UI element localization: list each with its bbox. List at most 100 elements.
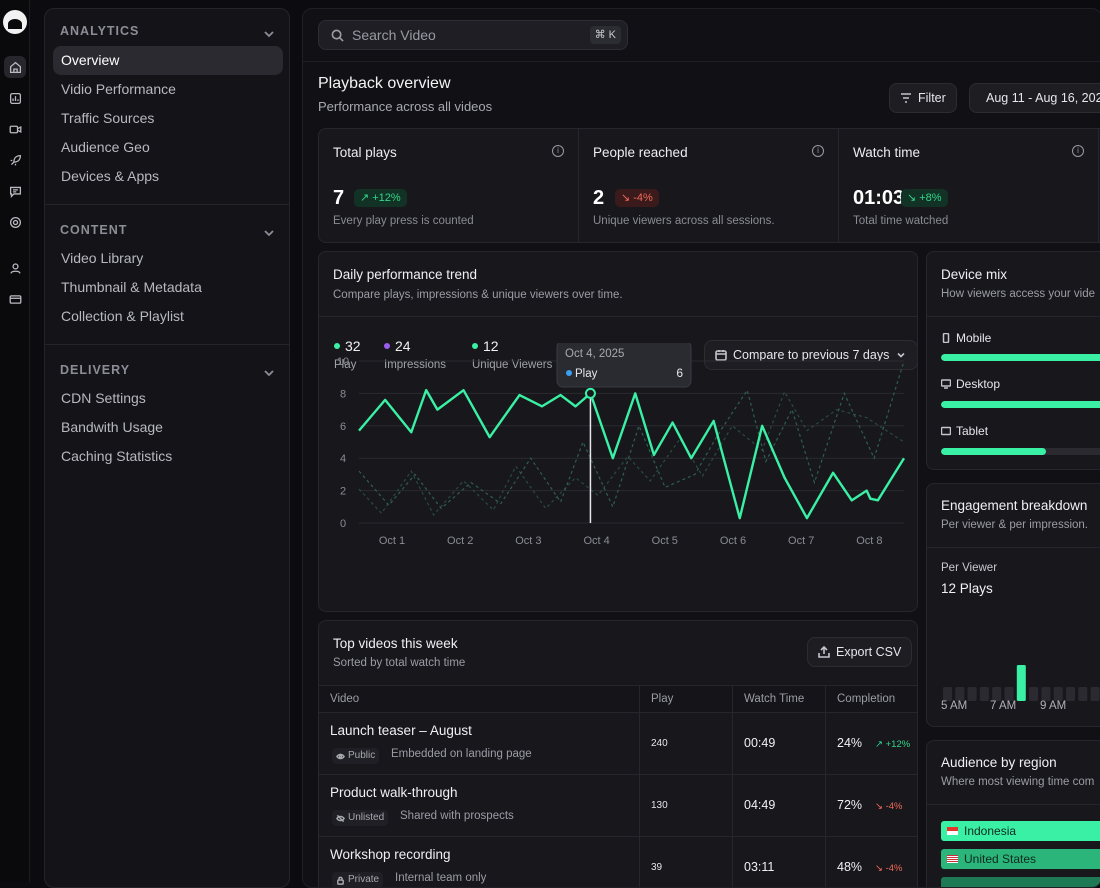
column-header-completion[interactable]: Completion xyxy=(837,693,896,705)
metric-value: 12 Plays xyxy=(941,581,993,596)
chevron-down-icon[interactable] xyxy=(264,225,274,237)
compare-dropdown[interactable]: Compare to previous 7 days xyxy=(704,340,917,370)
column-header-video[interactable]: Video xyxy=(330,693,360,705)
filter-button[interactable]: Filter xyxy=(889,83,957,113)
chevron-down-icon[interactable] xyxy=(264,26,274,38)
hover-point xyxy=(584,387,596,399)
bar-fill xyxy=(941,401,1100,408)
export-csv-button[interactable]: Export CSV xyxy=(807,637,913,667)
top-videos-card: Top videos this week Sorted by total wat… xyxy=(318,620,918,887)
engagement-bar xyxy=(943,687,952,701)
legend-play: 32 Play xyxy=(334,338,361,371)
video-title: Workshop recording xyxy=(330,847,451,862)
info-icon[interactable]: i xyxy=(552,145,564,157)
engagement-bar xyxy=(1053,687,1063,701)
divider xyxy=(45,344,289,345)
table-row[interactable]: Product walk-through Unlisted Shared wit… xyxy=(319,775,917,837)
visibility-badge: Private xyxy=(332,872,384,887)
sidebar-item-traffic-sources[interactable]: Traffic Sources xyxy=(61,110,155,126)
engagement-bar xyxy=(1041,687,1051,701)
main-panel: ⌘ K Playback overview Performance across… xyxy=(302,8,1100,888)
info-icon[interactable]: i xyxy=(1072,145,1084,157)
divider xyxy=(927,316,1100,317)
engagement-bar xyxy=(1016,665,1026,701)
bar-fill xyxy=(941,448,1047,455)
sidebar-item-video-performance[interactable]: Vidio Performance xyxy=(61,81,176,97)
tooltip-series: Play xyxy=(575,368,598,380)
legend-value: 24 xyxy=(395,338,411,354)
sidebar-item-thumbnail-metadata[interactable]: Thumbnail & Metadata xyxy=(61,279,202,295)
info-icon[interactable]: i xyxy=(812,145,824,157)
chart-icon[interactable] xyxy=(4,87,26,109)
user-icon[interactable] xyxy=(4,257,26,279)
search-icon xyxy=(331,29,344,42)
sidebar-item-collection-playlist[interactable]: Collection & Playlist xyxy=(61,308,184,324)
y-tick-label: 2 xyxy=(340,486,346,498)
y-tick-label: 0 xyxy=(340,518,346,530)
chevron-down-icon[interactable] xyxy=(264,365,274,377)
tooltip-value: 6 xyxy=(676,366,683,380)
tooltip-dot xyxy=(566,370,572,376)
search-bar[interactable]: ⌘ K xyxy=(318,20,628,50)
region-label: United States xyxy=(964,852,1037,866)
home-icon[interactable] xyxy=(4,56,26,78)
sidebar-item-overview[interactable]: Overview xyxy=(53,46,283,75)
completion: 24% xyxy=(837,736,863,750)
region-bar-indonesia[interactable]: Indonesia xyxy=(941,821,1100,841)
table-row[interactable]: Launch teaser – August Public Embedded o… xyxy=(319,713,917,775)
trend-down-indicator: ↘ -4% xyxy=(875,863,903,874)
engagement-bar xyxy=(992,687,1002,701)
sidebar-item-audience-geo[interactable]: Audience Geo xyxy=(61,139,150,155)
mobile-icon xyxy=(942,333,950,343)
video-note: Shared with prospects xyxy=(400,810,514,822)
icon-rail xyxy=(0,0,30,882)
rocket-icon[interactable] xyxy=(4,149,26,171)
sidebar-item-devices-apps[interactable]: Devices & Apps xyxy=(61,168,160,184)
search-input[interactable] xyxy=(352,27,572,43)
region-bar-united-states[interactable]: United States xyxy=(941,849,1100,869)
table-row[interactable]: Workshop recording Private Internal team… xyxy=(319,837,917,887)
message-icon[interactable] xyxy=(4,180,26,202)
logo-icon[interactable] xyxy=(3,10,27,34)
region-bar[interactable] xyxy=(941,877,1100,887)
x-tick-label: Oct 8 xyxy=(856,535,882,547)
card-subtitle: Where most viewing time com xyxy=(941,776,1095,788)
engagement-bar xyxy=(1029,687,1039,701)
device-bar-tablet xyxy=(941,448,1100,455)
column-header-watch-time[interactable]: Watch Time xyxy=(744,693,805,705)
export-icon xyxy=(818,646,830,658)
column-header-play[interactable]: Play xyxy=(651,693,674,705)
visibility-label: Public xyxy=(348,750,376,761)
eye-icon xyxy=(336,753,345,759)
card-title: Top videos this week xyxy=(333,636,458,651)
legend-dot xyxy=(384,343,390,349)
x-tick-label: Oct 4 xyxy=(583,535,609,547)
sidebar-item-bandwidth-usage[interactable]: Bandwith Usage xyxy=(61,419,163,435)
legend-dot xyxy=(472,343,478,349)
sidebar-item-caching-statistics[interactable]: Caching Statistics xyxy=(61,448,173,464)
column-divider xyxy=(825,685,826,887)
card-icon[interactable] xyxy=(4,288,26,310)
settings-icon[interactable] xyxy=(4,211,26,233)
tablet-icon xyxy=(941,426,951,436)
engagement-bar xyxy=(1004,687,1014,701)
series-line-impressions xyxy=(358,360,905,510)
trend-down-icon: ↘ xyxy=(875,863,886,874)
play-count: 240 xyxy=(651,738,668,749)
device-row-mobile: Mobile xyxy=(941,331,991,345)
sidebar-item-video-library[interactable]: Video Library xyxy=(61,250,144,266)
device-label: Tablet xyxy=(956,424,989,438)
date-range-picker[interactable]: Aug 11 - Aug 16, 2025 xyxy=(969,83,1100,113)
flag-icon xyxy=(947,827,958,835)
series-line-unique-viewers xyxy=(358,390,905,516)
engagement-card: Engagement breakdown Per viewer & per im… xyxy=(926,483,1100,727)
card-subtitle: Sorted by total watch time xyxy=(333,657,466,669)
export-label: Export CSV xyxy=(836,645,902,659)
stat-value: 2 xyxy=(593,187,605,209)
legend-label: Play xyxy=(334,359,357,371)
video-icon[interactable] xyxy=(4,118,26,140)
trend-chart[interactable]: 0 2 4 6 8 10 Oct 1 Oct 2 Oct 3 Oct 4 Oct 5 Oct 6 Oct… xyxy=(319,343,918,612)
sidebar-item-cdn-settings[interactable]: CDN Settings xyxy=(61,390,146,406)
completion: 72% xyxy=(837,798,863,812)
device-bar-mobile xyxy=(941,354,1100,361)
